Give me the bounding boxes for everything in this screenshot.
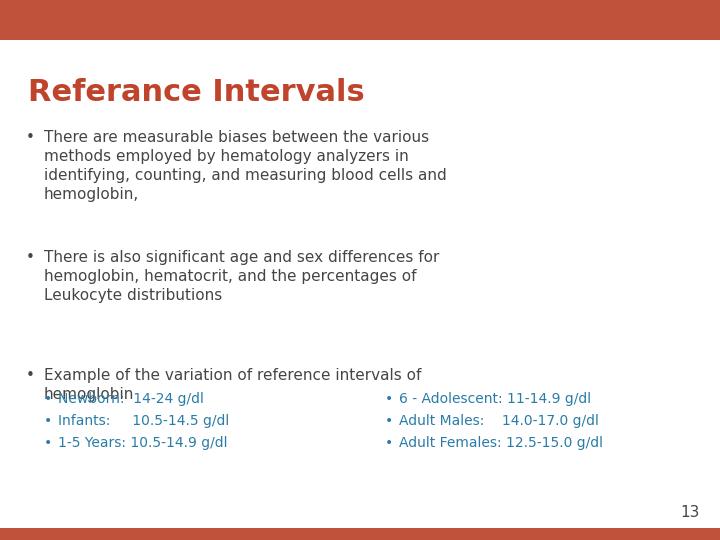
Text: There are measurable biases between the various: There are measurable biases between the … bbox=[44, 130, 429, 145]
Text: Adult Females: 12.5-15.0 g/dl: Adult Females: 12.5-15.0 g/dl bbox=[399, 436, 603, 450]
Text: •: • bbox=[385, 414, 393, 428]
Bar bbox=[0, 528, 720, 540]
Text: •: • bbox=[26, 130, 35, 145]
Text: Adult Males:    14.0-17.0 g/dl: Adult Males: 14.0-17.0 g/dl bbox=[399, 414, 599, 428]
Text: •: • bbox=[44, 392, 53, 406]
Text: There is also significant age and sex differences for: There is also significant age and sex di… bbox=[44, 250, 439, 265]
Text: •: • bbox=[26, 368, 35, 383]
Text: 6 - Adolescent: 11-14.9 g/dl: 6 - Adolescent: 11-14.9 g/dl bbox=[399, 392, 591, 406]
Bar bbox=[0, 0, 720, 40]
Text: •: • bbox=[44, 436, 53, 450]
Text: Infants:     10.5-14.5 g/dl: Infants: 10.5-14.5 g/dl bbox=[58, 414, 229, 428]
Text: hemoglobin: hemoglobin bbox=[44, 387, 135, 402]
Text: Example of the variation of reference intervals of: Example of the variation of reference in… bbox=[44, 368, 421, 383]
Text: hemoglobin,: hemoglobin, bbox=[44, 187, 139, 202]
Text: 1-5 Years: 10.5-14.9 g/dl: 1-5 Years: 10.5-14.9 g/dl bbox=[58, 436, 228, 450]
Text: hemoglobin, hematocrit, and the percentages of: hemoglobin, hematocrit, and the percenta… bbox=[44, 269, 416, 284]
Text: 13: 13 bbox=[680, 505, 700, 520]
Text: •: • bbox=[44, 414, 53, 428]
Text: •: • bbox=[385, 392, 393, 406]
Text: Referance Intervals: Referance Intervals bbox=[28, 78, 365, 107]
Text: Newborn:  14-24 g/dl: Newborn: 14-24 g/dl bbox=[58, 392, 204, 406]
Text: •: • bbox=[385, 436, 393, 450]
Text: methods employed by hematology analyzers in: methods employed by hematology analyzers… bbox=[44, 149, 409, 164]
Text: •: • bbox=[26, 250, 35, 265]
Text: Leukocyte distributions: Leukocyte distributions bbox=[44, 288, 222, 303]
Text: identifying, counting, and measuring blood cells and: identifying, counting, and measuring blo… bbox=[44, 168, 446, 183]
